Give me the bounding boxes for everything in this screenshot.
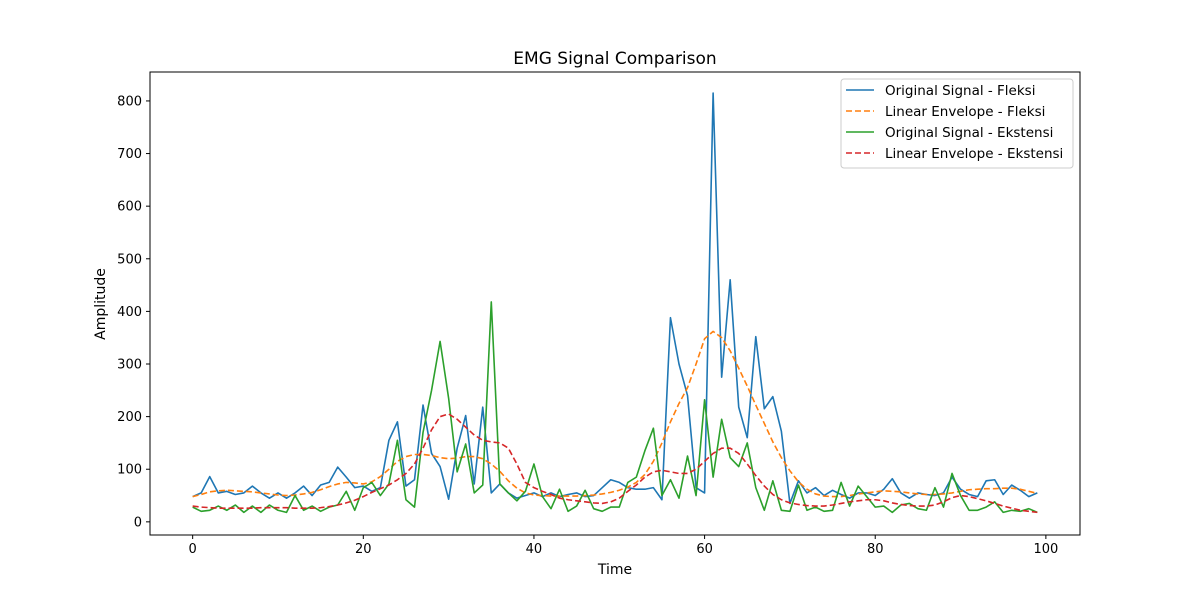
legend-label: Original Signal - Ekstensi bbox=[885, 125, 1053, 141]
y-tick-label: 700 bbox=[117, 147, 142, 162]
legend-label: Original Signal - Fleksi bbox=[885, 83, 1035, 99]
y-tick-label: 200 bbox=[117, 410, 142, 425]
legend-label: Linear Envelope - Ekstensi bbox=[885, 146, 1063, 162]
plot-area-frame bbox=[149, 71, 1081, 536]
y-tick-label: 600 bbox=[117, 200, 142, 215]
series-line-4 bbox=[192, 413, 1038, 514]
x-tick-label: 100 bbox=[1033, 542, 1058, 557]
x-tick-label: 0 bbox=[189, 542, 197, 557]
y-tick-label: 800 bbox=[117, 94, 142, 109]
legend-label: Linear Envelope - Fleksi bbox=[885, 104, 1045, 120]
y-tick-label: 300 bbox=[117, 358, 142, 373]
series-line-1 bbox=[192, 92, 1038, 505]
y-tick-label: 400 bbox=[117, 305, 142, 320]
chart-title: EMG Signal Comparison bbox=[513, 49, 716, 69]
y-axis-title: Amplitude bbox=[93, 268, 109, 340]
series-lines bbox=[192, 92, 1038, 514]
y-tick-label: 500 bbox=[117, 252, 142, 267]
y-tick-label: 100 bbox=[117, 463, 142, 478]
legend-box bbox=[840, 78, 1074, 169]
series-line-2 bbox=[192, 330, 1038, 498]
x-tick-label: 80 bbox=[867, 542, 884, 557]
x-axis: 0 20 40 60 80 100 bbox=[189, 535, 1058, 557]
x-axis-title: Time bbox=[597, 562, 632, 578]
y-tick-label: 0 bbox=[134, 515, 142, 530]
y-axis: 0 100 200 300 400 500 600 700 800 bbox=[117, 94, 150, 530]
series-line-3 bbox=[192, 301, 1038, 514]
x-tick-label: 20 bbox=[355, 542, 372, 557]
x-tick-label: 40 bbox=[526, 542, 543, 557]
x-tick-label: 60 bbox=[696, 542, 713, 557]
legend: Original Signal - Fleksi Linear Envelope … bbox=[840, 78, 1074, 169]
